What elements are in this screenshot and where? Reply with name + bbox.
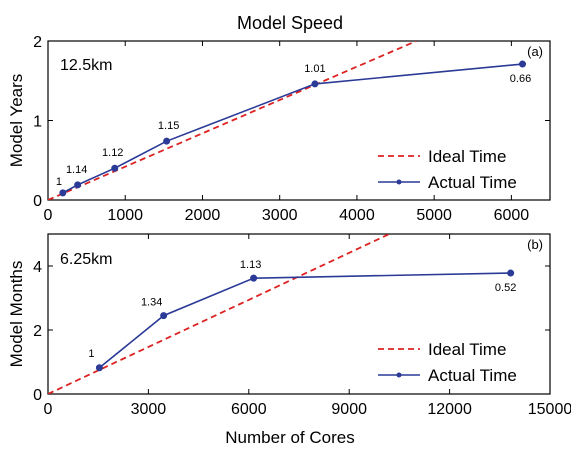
panel-b: 0 3000 6000 9000 12000 15000 0 2 4 Model Months 6.… xyxy=(7,233,571,418)
speedup-annotation: 1 xyxy=(56,176,62,188)
y-tick-label: 0 xyxy=(33,387,42,404)
speedup-annotation: 1.12 xyxy=(102,147,123,159)
panel-a: 0 1000 2000 3000 4000 5000 6000 0 1 2 Model Years 1… xyxy=(7,34,551,224)
x-tick-label: 4000 xyxy=(339,207,375,224)
x-tick-label: 15000 xyxy=(528,401,571,418)
speedup-annotation: 1.14 xyxy=(66,164,87,176)
resolution-label: 12.5km xyxy=(60,57,112,74)
ideal-time-line xyxy=(48,41,417,200)
panel-label: (a) xyxy=(527,44,543,59)
speedup-annotation: 1.13 xyxy=(240,259,261,271)
actual-time-point xyxy=(74,181,82,189)
x-tick-label: 12000 xyxy=(427,401,472,418)
y-tick-label: 4 xyxy=(33,259,42,276)
speedup-annotation: 0.66 xyxy=(510,73,531,85)
y-tick-label: 2 xyxy=(33,34,42,51)
speedup-annotation: 1.34 xyxy=(141,297,162,309)
speedup-annotation: 0.52 xyxy=(495,282,516,294)
actual-time-point xyxy=(160,312,168,320)
legend-actual-marker xyxy=(396,179,402,185)
x-tick-label: 3000 xyxy=(131,401,167,418)
series-group xyxy=(48,234,511,394)
legend-ideal-label: Ideal Time xyxy=(428,147,506,166)
legend-actual-label: Actual Time xyxy=(428,173,517,192)
figure-title: Model Speed xyxy=(237,13,343,33)
x-tick-label: 9000 xyxy=(331,401,367,418)
speedup-annotation: 1.01 xyxy=(304,63,325,75)
x-tick-label: 6000 xyxy=(494,207,530,224)
x-tick-label: 0 xyxy=(44,401,53,418)
x-tick-label: 2000 xyxy=(185,207,221,224)
y-axis-label: Model Months xyxy=(7,261,26,368)
actual-time-point xyxy=(95,364,103,372)
x-tick-label: 0 xyxy=(44,207,53,224)
x-tick-label: 1000 xyxy=(107,207,143,224)
y-axis-label: Model Years xyxy=(7,74,26,168)
legend-ideal-label: Ideal Time xyxy=(428,340,506,359)
actual-time-point xyxy=(111,164,119,172)
ideal-time-line xyxy=(48,234,390,394)
plot-frame xyxy=(47,233,551,395)
actual-time-point xyxy=(250,274,258,282)
actual-time-point xyxy=(507,269,515,277)
actual-time-point xyxy=(59,189,67,197)
x-tick-label: 3000 xyxy=(262,207,298,224)
x-axis-label: Number of Cores xyxy=(225,428,354,447)
y-tick-label: 1 xyxy=(33,114,42,131)
legend-actual-label: Actual Time xyxy=(428,366,517,385)
legend-actual-marker xyxy=(396,372,402,378)
resolution-label: 6.25km xyxy=(60,251,112,268)
panel-label: (b) xyxy=(527,237,543,252)
actual-time-point xyxy=(163,137,171,145)
y-tick-label: 2 xyxy=(33,323,42,340)
x-tick-label: 5000 xyxy=(416,207,452,224)
speedup-annotation: 1 xyxy=(88,348,94,360)
actual-time-line xyxy=(98,272,511,369)
actual-time-point xyxy=(311,80,319,88)
x-tick-label: 6000 xyxy=(231,401,267,418)
y-tick-label: 0 xyxy=(33,193,42,210)
speedup-annotation: 1.15 xyxy=(158,120,179,132)
actual-time-point xyxy=(519,60,527,68)
